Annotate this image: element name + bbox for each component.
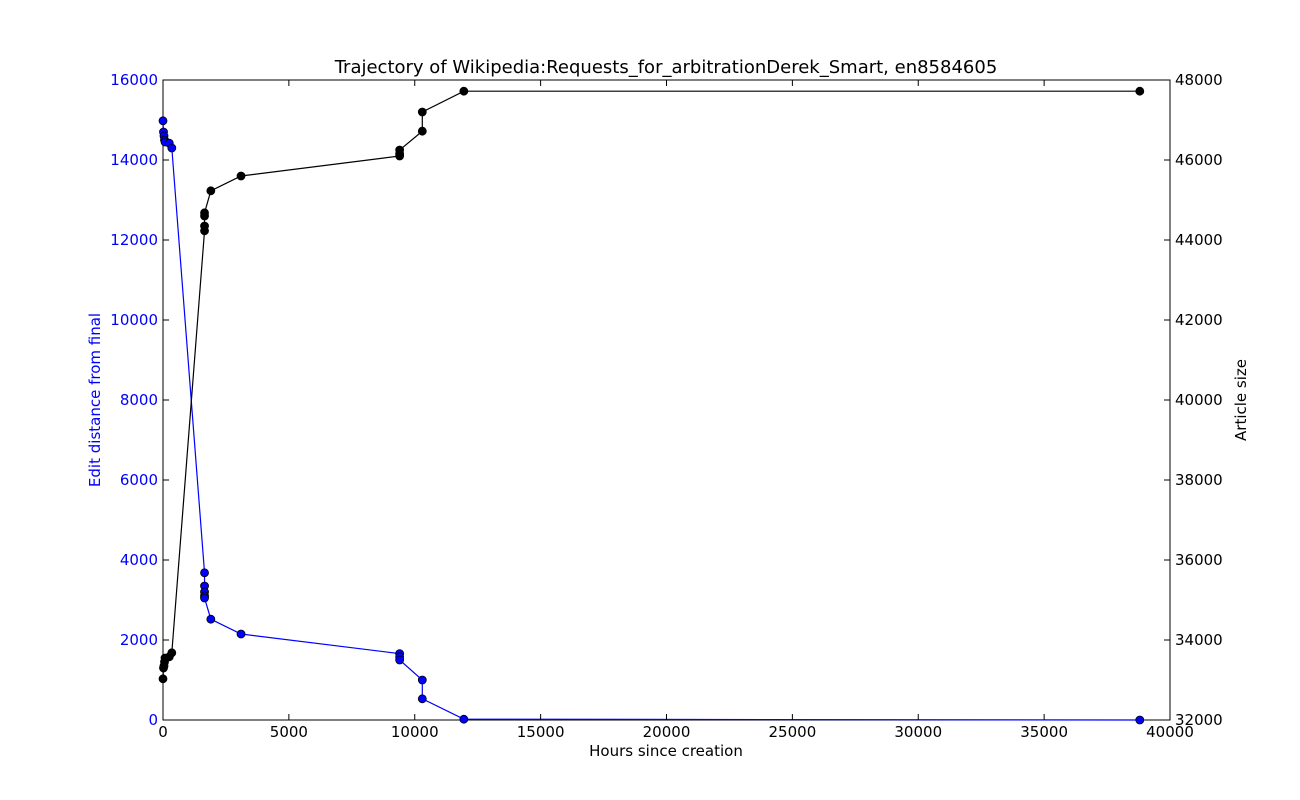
y-right-tick-label: 32000 [1175,711,1223,729]
edit-distance-point [236,629,246,639]
x-tick-label: 0 [158,723,168,741]
y-left-tick-label: 16000 [110,71,158,89]
edit-distance-point [206,614,216,624]
chart-title: Trajectory of Wikipedia:Requests_for_arb… [334,57,998,78]
article-size-point [459,86,469,96]
y-left-tick-label: 6000 [120,471,158,489]
y-right-tick-label: 44000 [1175,231,1223,249]
plot-area [162,79,1171,721]
series-layer [158,86,1145,725]
y-right-tick-label: 34000 [1175,631,1223,649]
y-right-tick-label: 36000 [1175,551,1223,569]
edit-distance-point [459,714,469,724]
article-size-point [200,221,209,231]
article-size-point [1135,86,1145,96]
x-tick-label: 25000 [769,723,817,741]
article-size-point [236,171,246,181]
y-left-tick-label: 10000 [110,311,158,329]
edit-distance-point [417,675,427,685]
edit-distance-point [417,694,427,704]
x-tick-label: 35000 [1020,723,1068,741]
y-left-tick-label: 0 [148,711,158,729]
article-size-point [395,145,405,155]
edit-distance-point [200,568,209,578]
article-size-point [206,186,216,196]
y-right-tick-label: 42000 [1175,311,1223,329]
x-axis-title: Hours since creation [589,742,743,760]
x-tick-label: 20000 [643,723,691,741]
edit-distance-point [1135,715,1145,725]
y-right-tick-label: 38000 [1175,471,1223,489]
y-left-tick-label: 2000 [120,631,158,649]
article-size-point [200,208,209,218]
x-tick-label: 40000 [1146,723,1194,741]
y-right-tick-label: 46000 [1175,151,1223,169]
article-size-point [167,648,177,658]
y-right-tick-label: 40000 [1175,391,1223,409]
x-tick-label: 15000 [517,723,565,741]
y-axis-left-title: Edit distance from final [86,313,104,487]
tick-layer: 0 5000 10000 15000 20000 25000 30000 35000 40000… [110,71,1222,741]
edit-distance-point [158,116,168,126]
x-tick-label: 30000 [894,723,942,741]
x-tick-label: 10000 [391,723,439,741]
x-tick-label: 5000 [270,723,308,741]
article-size-point [417,126,427,136]
y-left-tick-label: 14000 [110,151,158,169]
y-right-tick-label: 48000 [1175,71,1223,89]
article-size-point [417,107,427,117]
y-left-tick-label: 12000 [110,231,158,249]
y-left-tick-label: 8000 [120,391,158,409]
y-axis-right-title: Article size [1232,359,1250,441]
article-size-point [158,674,168,684]
edit-distance-point [395,655,405,665]
edit-distance-point [200,593,209,603]
edit-distance-point [167,143,177,153]
y-left-tick-label: 4000 [120,551,158,569]
